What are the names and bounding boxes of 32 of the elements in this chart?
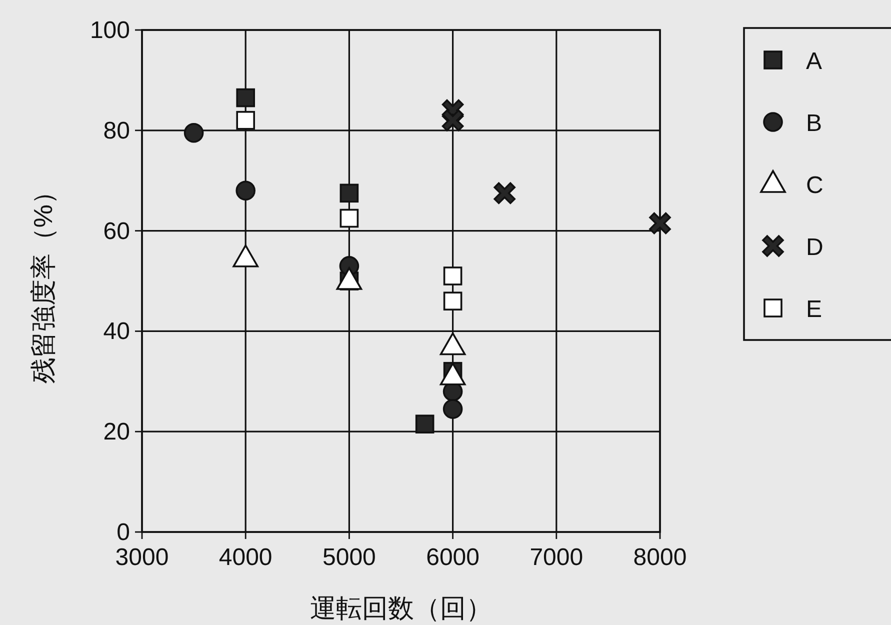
x-tick-label: 3000 <box>115 544 169 571</box>
x-tick-label: 4000 <box>218 544 272 571</box>
x-axis-title: 運転回数（回） <box>310 593 492 623</box>
legend-label: D <box>806 234 824 261</box>
legend-label: C <box>806 172 824 199</box>
point <box>236 180 256 201</box>
legend-label: A <box>806 48 822 75</box>
y-tick-label: 0 <box>116 519 130 546</box>
x-tick-label: 5000 <box>322 544 376 571</box>
y-tick-label: 60 <box>103 218 130 245</box>
legend-label: E <box>806 296 822 323</box>
y-tick-label: 80 <box>103 117 130 144</box>
y-tick-label: 40 <box>103 318 130 346</box>
point <box>443 266 462 286</box>
x-tick-label: 8000 <box>633 544 687 571</box>
point <box>415 414 434 434</box>
x-tick-label: 6000 <box>426 544 480 571</box>
x-tick-label: 7000 <box>530 544 584 571</box>
point <box>494 182 516 204</box>
legend-label: B <box>806 110 822 137</box>
point <box>649 212 671 234</box>
point <box>443 292 462 310</box>
point <box>236 110 255 130</box>
point <box>340 208 359 228</box>
point <box>184 123 204 143</box>
point <box>442 399 463 419</box>
y-tick-label: 100 <box>90 17 130 44</box>
point <box>442 109 464 132</box>
y-axis-title: 残留強度率（%） <box>28 178 58 384</box>
y-tick-label: 20 <box>103 418 130 446</box>
point <box>340 184 359 203</box>
point <box>236 88 255 108</box>
